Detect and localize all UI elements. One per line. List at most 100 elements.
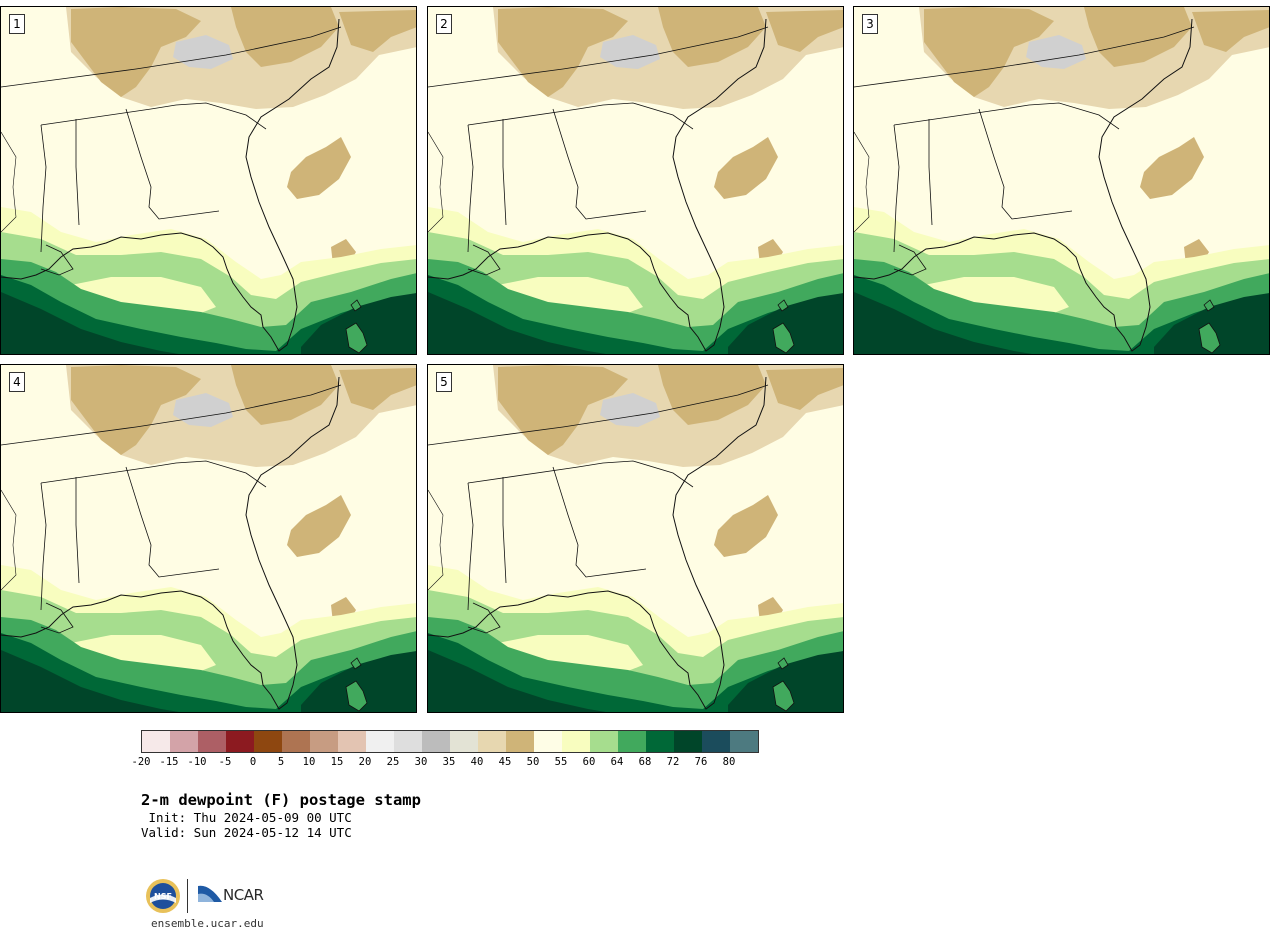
- island: [1203, 299, 1215, 312]
- colorbar-tick-label: 5: [277, 756, 285, 768]
- colorbar-tick-label: 10: [302, 756, 316, 768]
- dewpoint-contour: [766, 368, 843, 410]
- colorbar-tick-label: 60: [582, 756, 596, 768]
- dewpoint-contour: [600, 35, 660, 69]
- boundary-line: [577, 102, 694, 130]
- colorbar-tick-label: 64: [610, 756, 624, 768]
- dewpoint-contour: [1084, 7, 1192, 67]
- colorbar-swatch: [450, 731, 478, 752]
- colorbar-swatch: [394, 731, 422, 752]
- panel-number: 5: [436, 372, 452, 392]
- boundary-line: [467, 244, 501, 276]
- island: [350, 299, 362, 312]
- boundary-line: [978, 108, 1073, 220]
- boundary-line: [150, 102, 267, 130]
- dewpoint-contour: [1026, 35, 1086, 69]
- colorbar-swatch: [590, 731, 618, 752]
- panel-number: 3: [862, 14, 878, 34]
- dewpoint-contour: [1, 633, 416, 712]
- map-panel: 4: [0, 364, 417, 713]
- colorbar-tick-label: 0: [249, 756, 257, 768]
- boundary-line: [1, 376, 340, 710]
- boundary-line: [40, 108, 152, 126]
- dewpoint-contour: [428, 275, 843, 354]
- island: [772, 680, 795, 712]
- ncar-logo-text: NCAR: [223, 886, 264, 904]
- dewpoint-contour: [1, 292, 179, 354]
- nsf-logo-text: NSF: [154, 892, 172, 901]
- boundary-line: [40, 482, 47, 611]
- colorbar-swatch: [254, 731, 282, 752]
- boundary-line: [502, 477, 507, 584]
- boundary-line: [928, 119, 933, 226]
- boundary-line: [40, 244, 74, 276]
- dewpoint-map: [1, 365, 416, 712]
- dewpoint-contour: [1154, 293, 1269, 354]
- colorbar-swatch: [338, 731, 366, 752]
- boundary-line: [467, 482, 474, 611]
- dewpoint-contour: [231, 7, 339, 67]
- colorbar-swatch: [478, 731, 506, 752]
- dewpoint-contour: [287, 495, 351, 557]
- map-title: 2-m dewpoint (F) postage stamp: [141, 791, 421, 809]
- boundary-line: [577, 460, 694, 488]
- valid-time: Valid: Sun 2024-05-12 14 UTC: [141, 825, 352, 840]
- dewpoint-contour: [728, 293, 843, 354]
- colorbar-ticks: -20 -15 -10 -5 0 5 10 15 20 25 30 35 40 45 50 55 60 64 68 7…: [132, 756, 757, 770]
- dewpoint-contour: [498, 7, 628, 97]
- boundary-line: [1, 18, 340, 352]
- colorbar-tick-label: 50: [526, 756, 540, 768]
- dewpoint-contour: [600, 393, 660, 427]
- dewpoint-contour: [428, 292, 606, 354]
- boundary-line: [552, 108, 647, 220]
- boundary-line: [428, 131, 444, 233]
- dewpoint-contour: [714, 495, 778, 557]
- colorbar-swatch: [170, 731, 198, 752]
- dewpoint-contour: [1192, 10, 1269, 52]
- dewpoint-contour: [173, 393, 233, 427]
- island: [350, 657, 362, 670]
- dewpoint-contour: [854, 275, 1269, 354]
- boundary-line: [428, 376, 767, 710]
- colorbar-tick-label: -10: [187, 756, 207, 768]
- colorbar-tick-label: 55: [554, 756, 568, 768]
- island: [777, 657, 789, 670]
- nsf-logo: NSF: [146, 879, 180, 913]
- colorbar-tick-label: 35: [442, 756, 456, 768]
- dewpoint-contour: [728, 651, 843, 712]
- island: [345, 322, 368, 354]
- map-panel: 1: [0, 6, 417, 355]
- dewpoint-map: [428, 365, 843, 712]
- colorbar-tick-label: 25: [386, 756, 400, 768]
- island: [1198, 322, 1221, 354]
- dewpoint-contour: [231, 365, 339, 425]
- boundary-line: [854, 18, 1193, 352]
- dewpoint-contour: [339, 368, 416, 410]
- boundary-line: [467, 108, 579, 126]
- dewpoint-map: [1, 7, 416, 354]
- boundary-line: [893, 124, 900, 253]
- boundary-line: [1, 26, 342, 88]
- dewpoint-contour: [658, 7, 766, 67]
- boundary-line: [75, 477, 80, 584]
- dewpoint-contour: [339, 10, 416, 52]
- panel-number: 4: [9, 372, 25, 392]
- colorbar-swatch: [618, 731, 646, 752]
- dewpoint-contour: [71, 7, 201, 97]
- boundary-line: [552, 466, 647, 578]
- logo-divider: [187, 879, 188, 913]
- dewpoint-contour: [173, 35, 233, 69]
- map-panel: 2: [427, 6, 844, 355]
- boundary-line: [428, 18, 767, 352]
- boundary-line: [428, 384, 769, 446]
- colorbar-tick-label: -20: [131, 756, 151, 768]
- colorbar-tick-label: 15: [330, 756, 344, 768]
- dewpoint-map: [428, 7, 843, 354]
- colorbar-tick-label: -15: [159, 756, 179, 768]
- dewpoint-contour: [498, 365, 628, 455]
- colorbar-swatch: [282, 731, 310, 752]
- footer-url: ensemble.ucar.edu: [151, 917, 264, 930]
- colorbar-swatch: [142, 731, 170, 752]
- colorbar-tick-label: 45: [498, 756, 512, 768]
- boundary-line: [467, 602, 501, 634]
